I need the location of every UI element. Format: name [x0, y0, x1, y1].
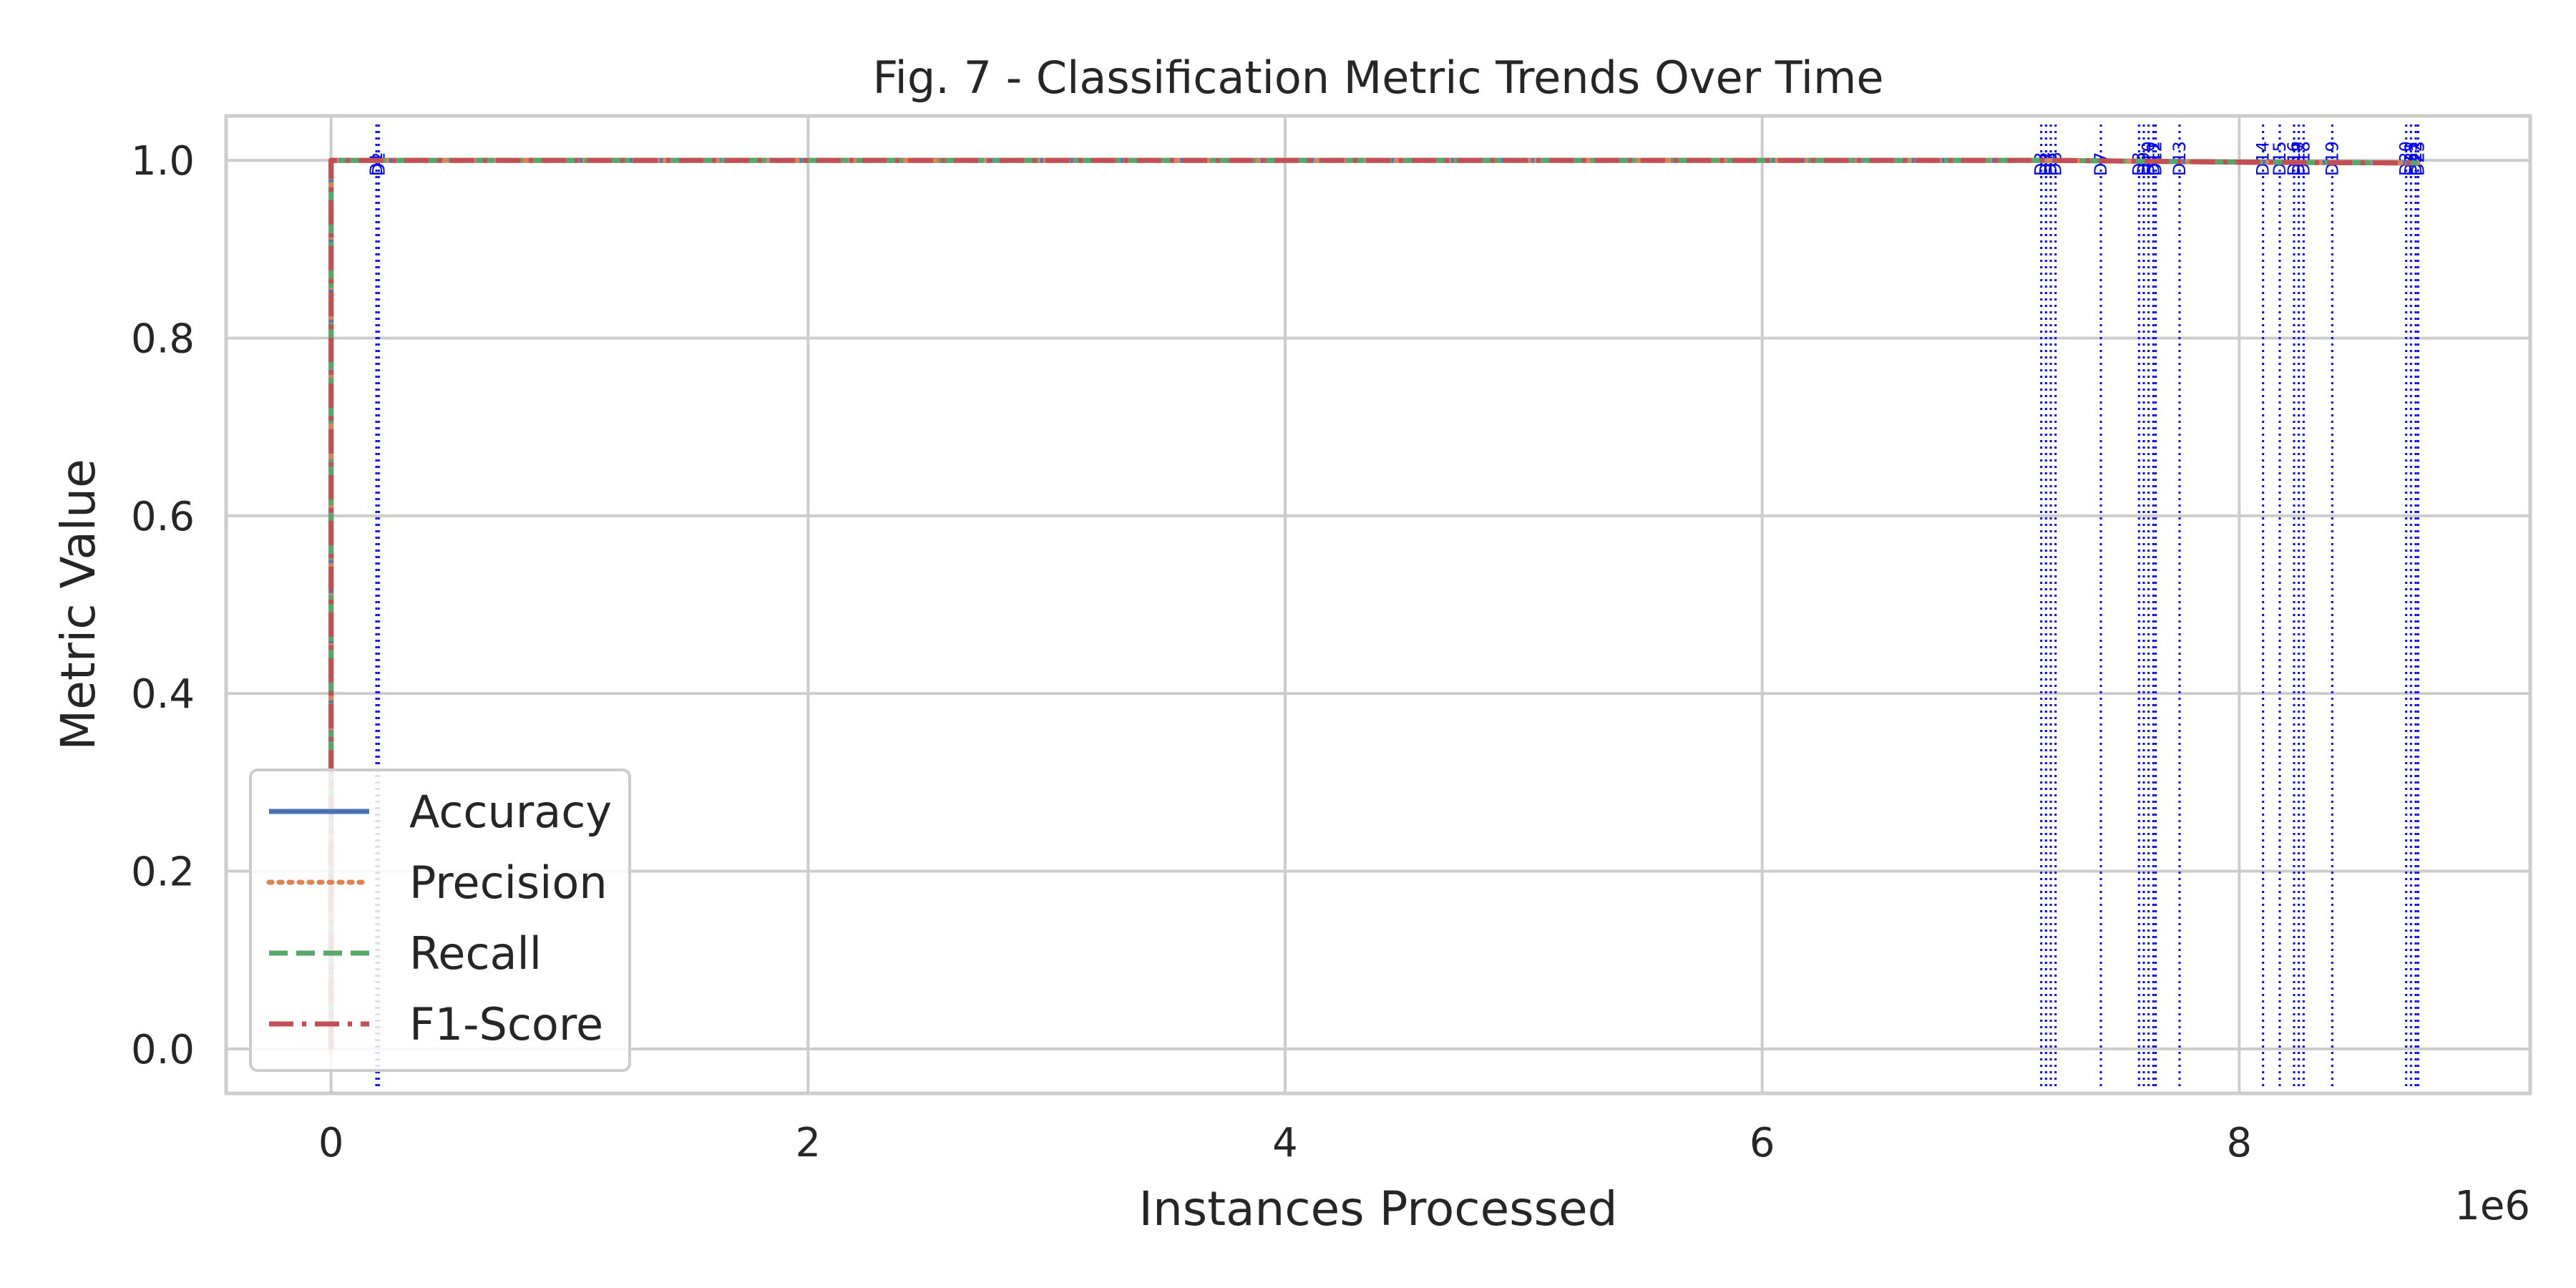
x-offset-label: 1e6 [2454, 1183, 2530, 1229]
y-tick-label: 0.0 [131, 1027, 195, 1073]
drift-label: D13 [2170, 141, 2190, 176]
x-tick-label: 4 [1272, 1120, 1298, 1166]
drift-label: D6 [2046, 152, 2066, 176]
y-tick-labels: 0.0 0.2 0.4 0.6 0.8 1.0 [131, 138, 195, 1073]
drift-label: D8 [2129, 152, 2149, 176]
drift-label: D9 [2134, 152, 2154, 176]
drift-label: D7 [2091, 152, 2111, 176]
series-line-f1-score [328, 157, 2419, 1049]
y-tick-label: 0.6 [131, 494, 195, 540]
x-tick-label: 2 [796, 1120, 821, 1166]
drift-label: D16 [2284, 141, 2304, 176]
x-tick-label: 6 [1750, 1120, 1775, 1166]
drift-label: D1 [366, 152, 386, 176]
legend-label: Recall [409, 927, 542, 980]
x-tick-label: 0 [318, 1120, 344, 1166]
legend-box [249, 769, 631, 1072]
drift-label: D15 [2270, 141, 2290, 176]
y-axis-label: Metric Value [51, 459, 106, 750]
legend-label: Precision [409, 857, 608, 909]
chart-title: Fig. 7 - Classification Metric Trends Ov… [872, 52, 1883, 104]
drift-label: D19 [2322, 141, 2342, 176]
drift-label: D4 [2036, 152, 2056, 176]
series-lines [328, 157, 2421, 1052]
drift-label: D2 [369, 152, 389, 176]
legend-label: Accuracy [409, 786, 612, 838]
y-tick-label: 0.4 [131, 671, 195, 718]
legend-label: F1-Score [409, 998, 603, 1050]
drift-label: D22 [2406, 141, 2426, 176]
drift-label: D14 [2253, 141, 2273, 176]
drift-label: D17 [2289, 141, 2309, 176]
x-axis-label: Instances Processed [1139, 1181, 1618, 1236]
legend-items: Accuracy Precision Recall F1-Score [266, 786, 612, 1050]
y-tick-label: 0.8 [131, 316, 195, 362]
legend: Accuracy Precision Recall F1-Score [249, 769, 631, 1072]
drift-label: D23 [2408, 141, 2428, 176]
y-tick-label: 0.2 [131, 849, 195, 896]
x-tick-label: 8 [2227, 1120, 2253, 1166]
plot-frame [224, 114, 2532, 1096]
y-tick-label: 1.0 [131, 138, 195, 185]
drift-label: D3 [2031, 152, 2051, 176]
drift-label: D18 [2293, 141, 2313, 176]
drift-label: D11 [2143, 141, 2163, 176]
drift-label: D5 [2041, 152, 2061, 176]
x-tick-labels: 0 2 4 6 8 [318, 1120, 2252, 1166]
drift-label: D20 [2396, 141, 2416, 176]
drift-label: D12 [2146, 141, 2166, 176]
